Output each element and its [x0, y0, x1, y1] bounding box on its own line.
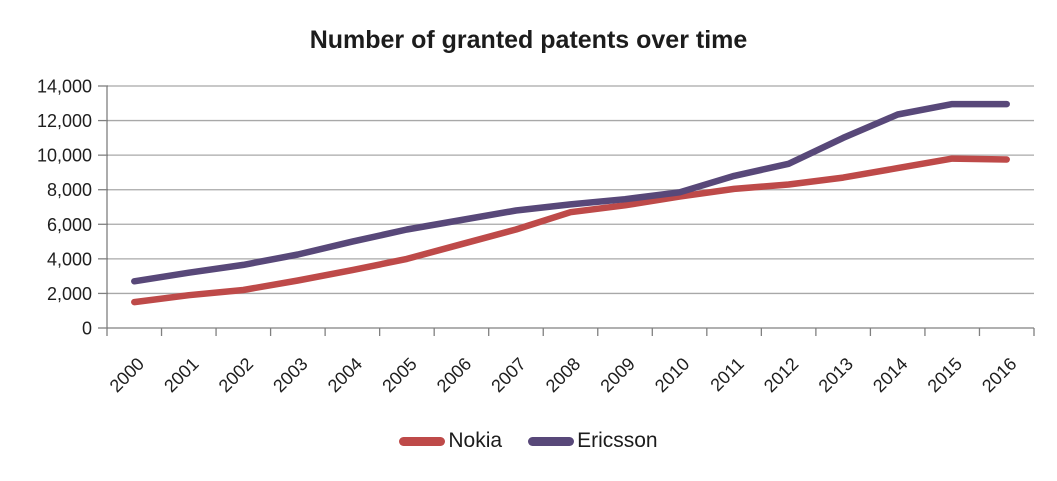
x-tick-label: 2001 [160, 354, 202, 396]
ericsson-line-swatch [528, 436, 575, 446]
y-tick-label: 14,000 [37, 77, 92, 97]
y-tick-label: 6,000 [47, 215, 92, 235]
legend-item-ericsson: Ericsson [528, 429, 658, 453]
chart-title: Number of granted patents over time [309, 26, 748, 54]
x-tick-label: 2005 [378, 354, 420, 396]
x-tick-label: 2008 [542, 354, 584, 396]
ericsson-line [131, 100, 1010, 285]
x-tick-label: 2012 [760, 354, 802, 396]
x-tick-label: 2002 [215, 354, 257, 396]
x-tick-label: 2015 [924, 354, 966, 396]
nokia-line [131, 155, 1010, 306]
x-tick-label: 2006 [433, 354, 475, 396]
legend-item-nokia: Nokia [399, 429, 502, 453]
x-tick-label: 2007 [487, 354, 529, 396]
legend-label-nokia: Nokia [448, 429, 503, 452]
x-tick-label: 2009 [596, 354, 638, 396]
y-tick-label: 8,000 [47, 180, 92, 200]
x-tick-label: 2013 [815, 354, 857, 396]
legend-label-ericsson: Ericsson [577, 429, 658, 452]
y-tick-label: 4,000 [47, 249, 92, 269]
x-tick-label: 2014 [869, 354, 911, 396]
x-tick-label: 2011 [706, 354, 748, 396]
x-tick-label: 2016 [978, 354, 1020, 396]
x-tick-label: 2010 [651, 354, 693, 396]
y-tick-label: 12,000 [37, 111, 92, 131]
x-tick-label: 2004 [324, 354, 366, 396]
y-tick-label: 0 [82, 319, 92, 339]
x-tick-label: 2003 [269, 354, 311, 396]
y-tick-label: 2,000 [47, 284, 92, 304]
y-tick-label: 10,000 [37, 146, 92, 166]
nokia-line-swatch [399, 436, 446, 446]
x-tick-label: 2000 [106, 354, 148, 396]
legend: Nokia Ericsson [0, 424, 1057, 458]
